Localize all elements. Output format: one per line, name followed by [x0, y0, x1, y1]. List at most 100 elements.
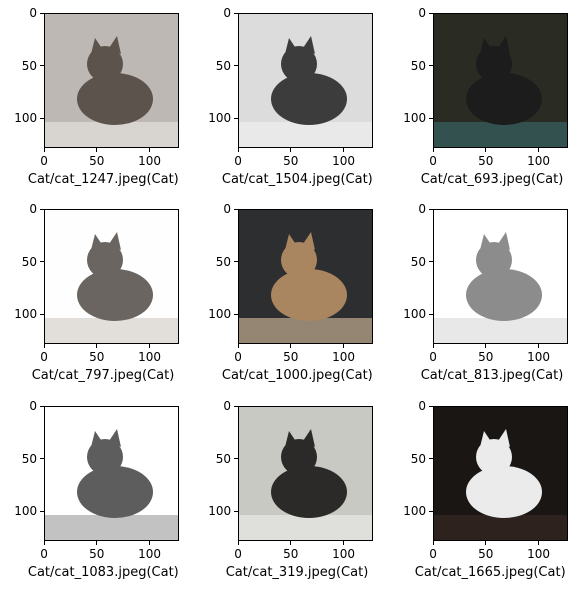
cat-photo: [44, 13, 179, 148]
x-tick-label: 100: [332, 350, 355, 364]
y-tick-label: 0: [29, 202, 38, 216]
x-tick: [342, 541, 344, 545]
y-tick: [234, 313, 238, 315]
y-tick-label: 50: [21, 58, 38, 73]
x-tick-label: 0: [429, 154, 437, 168]
y-tick: [429, 405, 433, 407]
cat-photo: [238, 13, 373, 148]
cat-head: [87, 242, 123, 278]
y-tick-label: 0: [29, 6, 38, 20]
y-tick-label: 0: [223, 6, 232, 20]
y-tick-label: 0: [223, 202, 232, 216]
x-tick: [148, 541, 150, 545]
x-tick: [432, 344, 434, 348]
cat-photo: [44, 209, 179, 344]
y-tick-label: 100: [14, 307, 38, 322]
x-tick-label: 100: [138, 154, 161, 168]
cat-ear: [303, 36, 315, 54]
x-tick-label: 100: [332, 547, 355, 561]
cat-silhouette-icon: [45, 429, 178, 540]
y-tick: [234, 65, 238, 67]
x-tick: [148, 148, 150, 152]
photo-ground: [239, 122, 372, 147]
cat-photo: [433, 406, 568, 541]
y-tick: [40, 261, 44, 263]
y-tick-label: 100: [403, 111, 427, 126]
cat-silhouette-icon: [434, 36, 567, 147]
x-tick-label: 0: [40, 154, 48, 168]
x-tick: [432, 541, 434, 545]
cat-body: [271, 73, 347, 125]
cat-body: [77, 269, 153, 321]
y-tick-label: 50: [410, 451, 427, 466]
y-tick: [234, 261, 238, 263]
cat-head: [281, 242, 317, 278]
y-tick-label: 50: [21, 451, 38, 466]
cat-body: [271, 269, 347, 321]
x-tick-label: 50: [478, 154, 494, 168]
y-tick-label: 50: [215, 451, 232, 466]
y-tick: [429, 12, 433, 14]
cat-ear: [498, 232, 510, 250]
y-tick-label: 100: [208, 111, 232, 126]
cat-silhouette-icon: [239, 36, 372, 147]
y-tick: [40, 458, 44, 460]
x-tick: [290, 344, 292, 348]
x-tick: [237, 541, 239, 545]
x-tick-label: 0: [234, 154, 242, 168]
y-tick: [234, 208, 238, 210]
x-tick: [485, 148, 487, 152]
y-tick: [40, 117, 44, 119]
photo-ground: [239, 515, 372, 540]
cat-head: [476, 46, 512, 82]
image-caption: Cat/cat_1083.jpeg(Cat): [27, 565, 179, 580]
cat-body: [466, 269, 542, 321]
image-caption: Cat/cat_1000.jpeg(Cat): [221, 368, 373, 383]
x-tick: [237, 148, 239, 152]
cat-body: [77, 466, 153, 518]
y-tick-label: 100: [14, 111, 38, 126]
cat-body: [466, 466, 542, 518]
x-tick-label: 0: [429, 547, 437, 561]
cat-photo: [44, 406, 179, 541]
y-tick-label: 100: [208, 307, 232, 322]
image-caption: Cat/cat_1247.jpeg(Cat): [27, 172, 179, 187]
photo-ground: [434, 122, 567, 147]
image-caption: Cat/cat_797.jpeg(Cat): [31, 368, 175, 383]
image-caption: Cat/cat_319.jpeg(Cat): [225, 565, 369, 580]
cat-ear: [91, 431, 103, 447]
cat-head: [476, 242, 512, 278]
cat-ear: [498, 36, 510, 54]
cat-ear: [480, 431, 492, 447]
y-tick-label: 50: [410, 254, 427, 269]
y-tick: [40, 12, 44, 14]
cat-ear: [91, 38, 103, 54]
x-tick-label: 100: [138, 350, 161, 364]
cat-ear: [303, 429, 315, 447]
x-tick-label: 50: [89, 154, 105, 168]
cat-ear: [285, 431, 297, 447]
y-tick: [40, 313, 44, 315]
cat-body: [466, 73, 542, 125]
cat-ear: [303, 232, 315, 250]
y-tick-label: 0: [418, 399, 427, 413]
y-tick-label: 100: [403, 307, 427, 322]
photo-ground: [434, 318, 567, 343]
y-tick-label: 50: [410, 58, 427, 73]
cat-silhouette-icon: [239, 232, 372, 343]
x-tick-label: 50: [478, 350, 494, 364]
cat-ear: [109, 429, 121, 447]
y-tick-label: 50: [215, 58, 232, 73]
cat-silhouette-icon: [434, 232, 567, 343]
photo-ground: [45, 515, 178, 540]
x-tick-label: 100: [332, 154, 355, 168]
y-tick: [234, 12, 238, 14]
x-tick-label: 0: [429, 350, 437, 364]
cat-silhouette-icon: [434, 429, 567, 540]
y-tick: [429, 208, 433, 210]
x-tick: [537, 344, 539, 348]
image-caption: Cat/cat_693.jpeg(Cat): [420, 172, 564, 187]
y-tick: [429, 117, 433, 119]
x-tick-label: 50: [283, 350, 299, 364]
